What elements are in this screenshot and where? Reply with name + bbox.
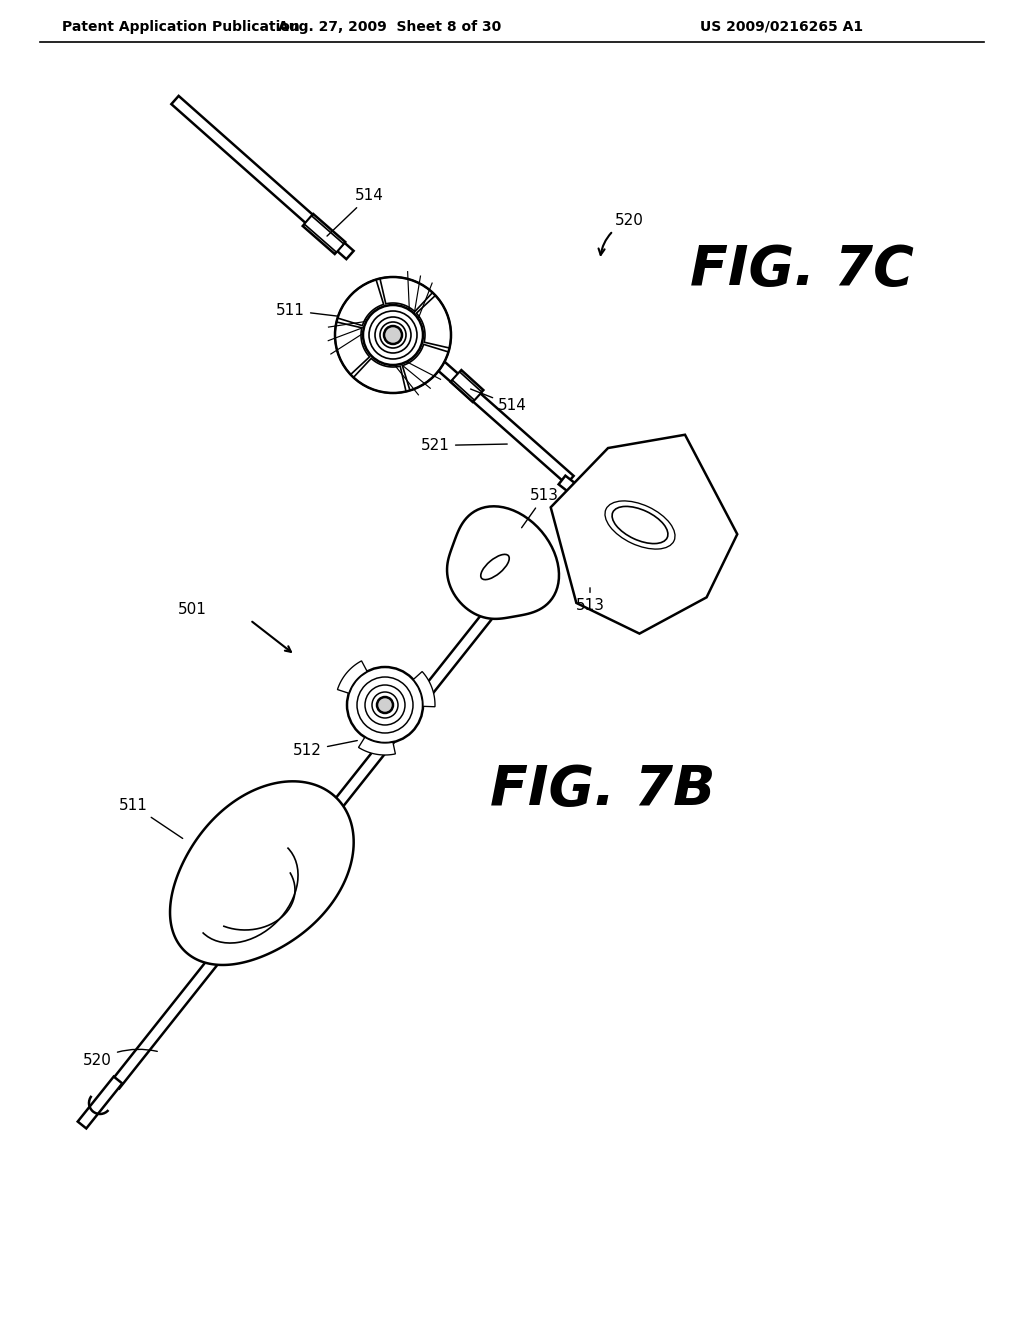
Circle shape — [384, 326, 402, 345]
Circle shape — [377, 697, 393, 713]
Text: 513: 513 — [575, 587, 604, 612]
Polygon shape — [303, 214, 345, 253]
Text: 511: 511 — [276, 304, 368, 319]
Polygon shape — [559, 475, 589, 503]
Circle shape — [362, 305, 423, 366]
Ellipse shape — [612, 507, 668, 544]
Polygon shape — [414, 672, 435, 706]
Polygon shape — [451, 370, 483, 401]
Polygon shape — [353, 359, 407, 393]
Polygon shape — [358, 738, 395, 755]
Text: 511: 511 — [119, 799, 182, 838]
Text: 501: 501 — [178, 602, 207, 618]
Text: US 2009/0216265 A1: US 2009/0216265 A1 — [700, 20, 863, 34]
Circle shape — [347, 667, 423, 743]
Polygon shape — [447, 507, 559, 619]
Text: 514: 514 — [327, 187, 384, 236]
Text: 513: 513 — [521, 488, 559, 528]
Polygon shape — [197, 837, 298, 953]
Text: FIG. 7C: FIG. 7C — [690, 243, 913, 297]
Polygon shape — [551, 434, 737, 634]
Ellipse shape — [480, 554, 509, 579]
Polygon shape — [304, 216, 344, 252]
Polygon shape — [78, 1077, 122, 1129]
Polygon shape — [380, 277, 432, 312]
Polygon shape — [453, 372, 481, 400]
Text: 512: 512 — [293, 741, 357, 758]
Text: 514: 514 — [471, 389, 527, 413]
Text: 520: 520 — [83, 1049, 158, 1068]
Polygon shape — [417, 296, 451, 348]
Polygon shape — [335, 322, 370, 375]
Polygon shape — [402, 345, 449, 391]
Polygon shape — [171, 96, 353, 259]
Polygon shape — [436, 360, 573, 484]
Polygon shape — [170, 781, 353, 965]
Polygon shape — [111, 597, 504, 1089]
Text: Patent Application Publication: Patent Application Publication — [62, 20, 300, 34]
Text: 520: 520 — [599, 213, 644, 255]
Text: 521: 521 — [421, 438, 507, 453]
Polygon shape — [338, 280, 384, 326]
Text: FIG. 7B: FIG. 7B — [490, 763, 716, 817]
Polygon shape — [338, 661, 368, 693]
Text: Aug. 27, 2009  Sheet 8 of 30: Aug. 27, 2009 Sheet 8 of 30 — [279, 20, 502, 34]
